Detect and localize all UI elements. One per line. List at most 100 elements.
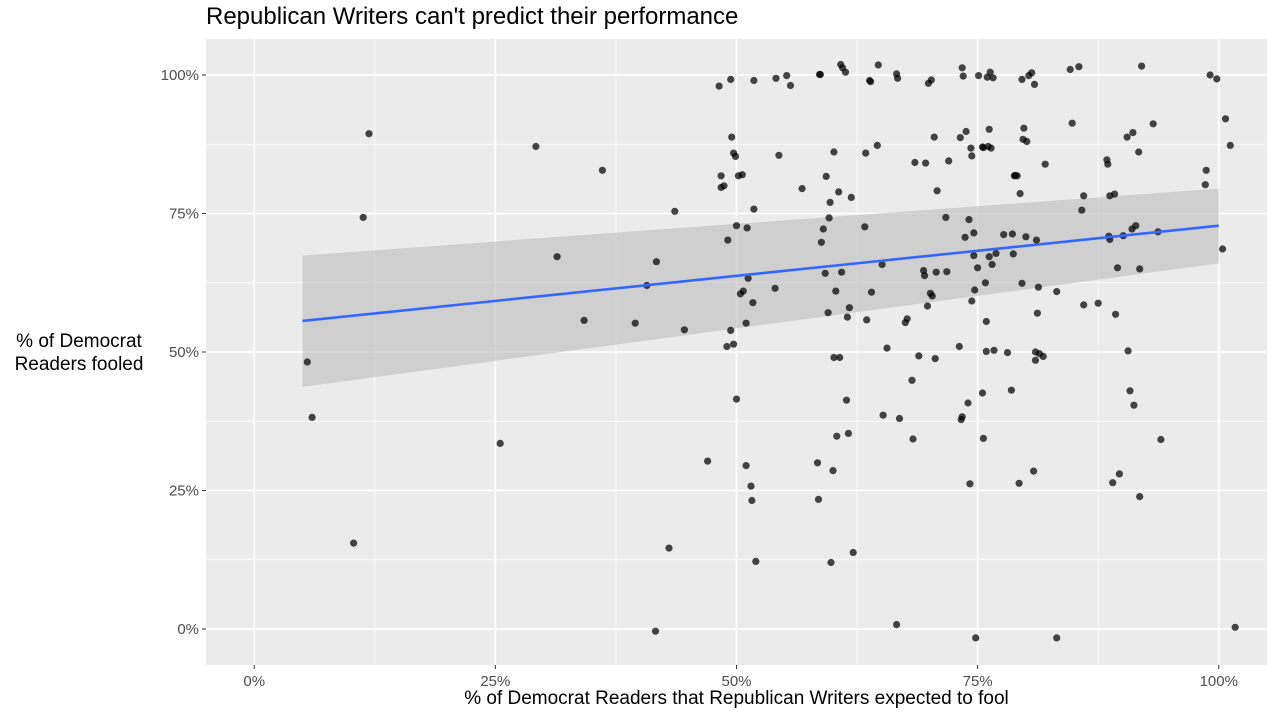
data-point [1104, 160, 1112, 168]
data-point [496, 439, 504, 447]
data-point [962, 127, 970, 136]
data-point [838, 268, 846, 276]
data-point [813, 459, 822, 467]
data-point [965, 216, 973, 224]
data-point [1221, 115, 1230, 123]
data-point [922, 159, 930, 167]
y-tick-label: 50% [169, 344, 199, 361]
data-point [894, 74, 902, 82]
data-point [835, 188, 843, 196]
data-point [723, 342, 731, 351]
data-point [1080, 192, 1088, 200]
data-point [982, 317, 990, 326]
data-point [798, 185, 806, 193]
data-point [671, 207, 679, 215]
data-point [1094, 299, 1102, 307]
data-point [988, 260, 996, 269]
data-point [742, 462, 750, 470]
data-point [930, 133, 938, 141]
data-point [958, 413, 966, 421]
data-point [970, 252, 978, 260]
data-point [833, 432, 841, 440]
data-point [1041, 160, 1049, 168]
data-point [985, 125, 993, 133]
data-point [992, 249, 1000, 257]
data-point [1068, 119, 1076, 127]
data-point [847, 193, 855, 201]
data-point [836, 353, 844, 362]
data-point [749, 299, 757, 307]
data-point [739, 287, 747, 295]
data-point [928, 292, 936, 300]
data-point [830, 148, 838, 156]
data-point [1030, 467, 1038, 475]
data-point [651, 627, 660, 635]
data-point [359, 213, 367, 221]
x-tick-label: 0% [243, 673, 265, 690]
data-point [1030, 80, 1039, 88]
data-point [1053, 634, 1061, 642]
x-tick-label: 25% [480, 673, 510, 690]
data-point [867, 78, 875, 86]
data-point [747, 482, 755, 490]
data-point [1123, 133, 1131, 141]
data-point [750, 205, 758, 213]
data-point [909, 435, 917, 443]
data-point [1201, 181, 1209, 189]
data-point [1015, 479, 1023, 487]
data-point [1020, 124, 1028, 132]
data-point [943, 268, 951, 276]
data-point [908, 376, 916, 384]
data-point [841, 68, 850, 76]
x-tick-label: 100% [1200, 673, 1238, 690]
data-point [1013, 172, 1021, 180]
data-point [863, 316, 871, 324]
data-point [1016, 190, 1024, 198]
data-point [743, 224, 751, 232]
data-point [975, 72, 983, 80]
data-point [1023, 137, 1031, 146]
data-point [990, 346, 998, 354]
data-point [816, 70, 825, 79]
data-point [843, 313, 852, 321]
data-point [814, 495, 823, 503]
data-point [750, 76, 758, 85]
data-point [861, 223, 869, 231]
data-point [704, 457, 712, 465]
data-point [728, 133, 736, 141]
data-point [903, 315, 911, 323]
data-point [832, 287, 840, 295]
data-point [1000, 231, 1008, 239]
data-point [927, 76, 935, 84]
data-point [966, 480, 974, 488]
data-point [652, 258, 661, 266]
data-point [1149, 120, 1157, 128]
data-point [958, 64, 966, 72]
data-point [1080, 301, 1088, 309]
data-point [989, 74, 997, 82]
data-point [717, 172, 725, 180]
data-point [1066, 65, 1074, 74]
data-point [825, 214, 833, 222]
data-point [873, 141, 881, 149]
data-point [1078, 206, 1086, 214]
data-point [829, 467, 837, 475]
data-point [1157, 435, 1165, 444]
data-point [786, 81, 795, 90]
data-point [365, 130, 373, 138]
data-point [826, 198, 834, 206]
data-point [738, 171, 746, 179]
data-point [1226, 141, 1234, 149]
data-point [878, 260, 886, 269]
data-point [720, 182, 728, 190]
data-point [1136, 493, 1144, 501]
data-point [972, 634, 980, 642]
data-point [1007, 386, 1016, 394]
data-point [845, 304, 854, 312]
data-point [827, 558, 835, 567]
trend-line [302, 224, 1219, 323]
data-point [1109, 479, 1117, 487]
data-point [775, 151, 783, 159]
data-point [715, 82, 723, 90]
